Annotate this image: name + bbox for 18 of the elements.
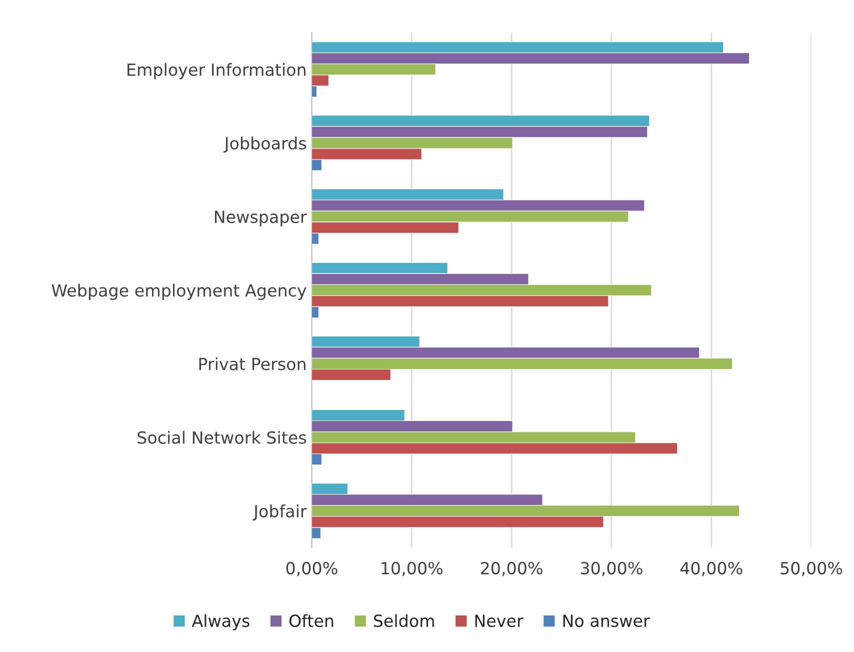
legend-label: No answer [563, 614, 650, 628]
x-tick-label: 20,00% [480, 562, 542, 576]
y-tick-label: Webpage employment Agency [52, 284, 306, 300]
x-tick-label: 30,00% [580, 562, 642, 576]
legend-label: Always [192, 614, 250, 630]
x-tick-label: 40,00% [680, 562, 742, 576]
legend-label: Often [289, 614, 334, 628]
y-tick-label: Jobboards [223, 136, 306, 153]
legend-label: Seldom [374, 614, 434, 628]
legend-label: Never [475, 614, 524, 628]
y-tick-label: Social Network Sites [138, 430, 306, 444]
x-tick-label: 0,00% [286, 562, 338, 576]
x-tick-label: 50,00% [780, 562, 842, 576]
x-tick-label: 10,00% [382, 562, 442, 576]
y-tick-label: Employer Information [128, 63, 306, 80]
y-tick-label: Privat Person [199, 357, 306, 370]
y-tick-label: Newspaper [214, 210, 307, 226]
y-tick-label: Jobfair [252, 504, 307, 521]
